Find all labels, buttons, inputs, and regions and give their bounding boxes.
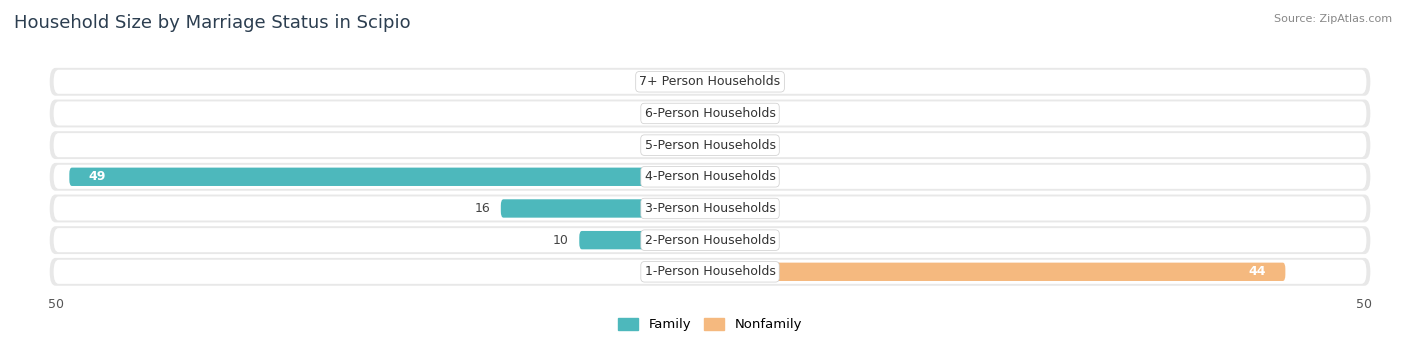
FancyBboxPatch shape [49, 68, 1371, 96]
Text: 44: 44 [1249, 265, 1265, 278]
FancyBboxPatch shape [49, 226, 1371, 254]
Text: 1-Person Households: 1-Person Households [644, 265, 776, 278]
FancyBboxPatch shape [501, 199, 710, 218]
FancyBboxPatch shape [53, 228, 1367, 252]
FancyBboxPatch shape [49, 163, 1371, 191]
Text: 2-Person Households: 2-Person Households [644, 234, 776, 246]
FancyBboxPatch shape [49, 100, 1371, 128]
FancyBboxPatch shape [53, 165, 1367, 189]
Text: 0: 0 [725, 75, 734, 88]
Text: 0: 0 [725, 139, 734, 152]
Text: 49: 49 [89, 170, 107, 183]
FancyBboxPatch shape [49, 258, 1371, 286]
FancyBboxPatch shape [49, 194, 1371, 222]
Text: Household Size by Marriage Status in Scipio: Household Size by Marriage Status in Sci… [14, 14, 411, 32]
Text: 10: 10 [553, 234, 569, 246]
FancyBboxPatch shape [69, 168, 710, 186]
FancyBboxPatch shape [49, 131, 1371, 159]
FancyBboxPatch shape [53, 70, 1367, 94]
FancyBboxPatch shape [53, 133, 1367, 157]
Text: 4-Person Households: 4-Person Households [644, 170, 776, 183]
Text: 0: 0 [725, 170, 734, 183]
Legend: Family, Nonfamily: Family, Nonfamily [613, 313, 807, 337]
Text: 0: 0 [725, 107, 734, 120]
Text: 7+ Person Households: 7+ Person Households [640, 75, 780, 88]
Text: 0: 0 [725, 202, 734, 215]
Text: 5-Person Households: 5-Person Households [644, 139, 776, 152]
Text: 0: 0 [686, 107, 695, 120]
Text: 6-Person Households: 6-Person Households [644, 107, 776, 120]
FancyBboxPatch shape [53, 101, 1367, 125]
Text: 0: 0 [686, 139, 695, 152]
FancyBboxPatch shape [710, 262, 1285, 281]
FancyBboxPatch shape [53, 260, 1367, 284]
Text: Source: ZipAtlas.com: Source: ZipAtlas.com [1274, 14, 1392, 23]
Text: 16: 16 [475, 202, 491, 215]
Text: 0: 0 [725, 234, 734, 246]
Text: 3-Person Households: 3-Person Households [644, 202, 776, 215]
Text: 0: 0 [686, 265, 695, 278]
FancyBboxPatch shape [53, 197, 1367, 221]
FancyBboxPatch shape [579, 231, 710, 249]
Text: 0: 0 [686, 75, 695, 88]
